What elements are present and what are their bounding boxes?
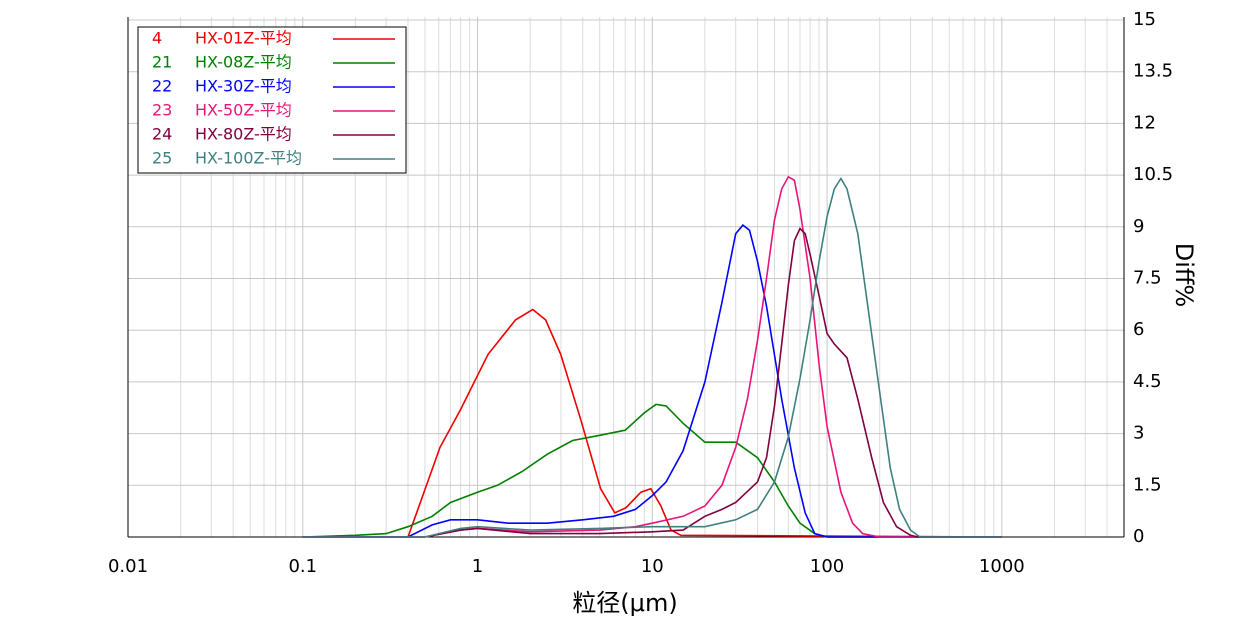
series-line	[302, 176, 1002, 538]
y-tick-label: 0	[1133, 526, 1144, 547]
legend-label: HX-30Z-平均	[195, 77, 292, 96]
y-tick-label: 13.5	[1133, 61, 1173, 82]
legend-id: 22	[152, 77, 172, 96]
legend-label: HX-100Z-平均	[195, 149, 302, 168]
legend-id: 25	[152, 149, 172, 168]
series-line	[302, 308, 1002, 538]
x-tick-label: 1	[472, 556, 483, 577]
series-line	[302, 227, 1002, 538]
series-line	[302, 175, 1002, 538]
legend-id: 24	[152, 125, 172, 144]
y-tick-label: 1.5	[1133, 474, 1162, 495]
legend-label: HX-08Z-平均	[195, 53, 292, 72]
series-line	[302, 403, 1002, 538]
y-axis-title: Diff%	[1170, 243, 1198, 308]
x-tick-label: 0.01	[108, 556, 148, 577]
legend: 4 HX-01Z-平均 21 HX-08Z-平均 22 HX-30Z-平均 23 HX-50Z…	[137, 26, 407, 174]
y-tick-label: 10.5	[1133, 164, 1173, 185]
y-tick-label: 3	[1133, 423, 1144, 444]
x-tick-label: 100	[810, 556, 844, 577]
x-axis-title: 粒径(μm)	[572, 589, 677, 617]
y-tick-label: 9	[1133, 216, 1144, 237]
x-tick-label: 1000	[979, 556, 1025, 577]
y-tick-label: 15	[1133, 9, 1156, 30]
y-tick-label: 4.5	[1133, 371, 1162, 392]
x-tick-label: 10	[641, 556, 664, 577]
x-tick-label: 0.1	[288, 556, 317, 577]
legend-id: 21	[152, 53, 172, 72]
legend-label: HX-01Z-平均	[195, 29, 292, 48]
legend-label: HX-80Z-平均	[195, 125, 292, 144]
legend-box	[137, 26, 407, 174]
legend-label: HX-50Z-平均	[195, 101, 292, 120]
y-tick-label: 6	[1133, 319, 1144, 340]
legend-id: 4	[152, 29, 162, 48]
series-line	[302, 223, 1002, 538]
y-tick-label: 7.5	[1133, 268, 1162, 289]
y-tick-label: 12	[1133, 112, 1156, 133]
legend-id: 23	[152, 101, 172, 120]
